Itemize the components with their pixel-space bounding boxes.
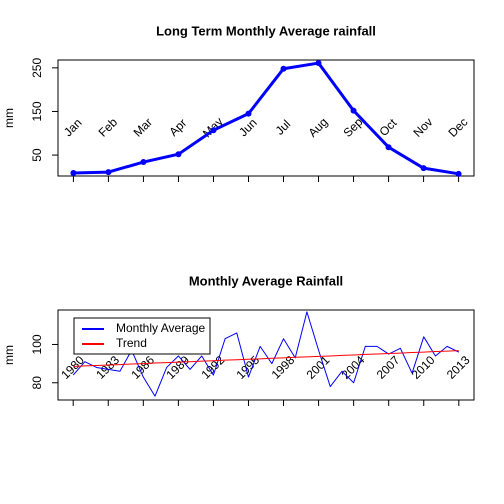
point bbox=[420, 165, 427, 172]
legend-label: Trend bbox=[116, 336, 147, 350]
x-label: Apr bbox=[166, 116, 189, 139]
point bbox=[140, 159, 147, 166]
x-label: Jan bbox=[61, 116, 85, 140]
legend-label: Monthly Average bbox=[116, 321, 205, 335]
point bbox=[70, 169, 77, 176]
series-line bbox=[73, 350, 459, 367]
point bbox=[245, 110, 252, 117]
chart-title: Long Term Monthly Average rainfall bbox=[156, 23, 376, 38]
point bbox=[385, 144, 392, 151]
x-label: 2010 bbox=[409, 353, 438, 382]
x-label: Jul bbox=[273, 117, 294, 138]
point bbox=[280, 65, 287, 72]
x-label: Dec bbox=[446, 115, 471, 140]
point bbox=[315, 60, 322, 67]
x-label: 1995 bbox=[233, 353, 262, 382]
x-label: Oct bbox=[376, 115, 400, 139]
chart-title: Monthly Average Rainfall bbox=[189, 273, 343, 288]
y-tick-label: 100 bbox=[30, 334, 44, 354]
y-axis-label: mm bbox=[2, 108, 16, 128]
x-label: 1980 bbox=[58, 353, 87, 382]
point bbox=[105, 169, 112, 176]
x-label: Aug bbox=[305, 115, 330, 140]
x-label: Nov bbox=[410, 115, 435, 140]
plot-frame bbox=[57, 59, 475, 177]
y-tick-label: 150 bbox=[30, 101, 44, 121]
x-label: 1986 bbox=[128, 353, 157, 382]
point bbox=[350, 107, 357, 114]
point bbox=[210, 127, 217, 134]
x-label: Feb bbox=[96, 115, 121, 140]
y-axis-label: mm bbox=[2, 345, 16, 365]
y-tick-label: 50 bbox=[30, 148, 44, 162]
x-label: 2013 bbox=[444, 353, 473, 382]
x-label: 2004 bbox=[339, 353, 368, 382]
x-label: Mar bbox=[131, 115, 156, 140]
series-line bbox=[73, 61, 459, 176]
legend-box bbox=[73, 317, 211, 355]
y-tick-label: 250 bbox=[30, 58, 44, 78]
y-tick-label: 80 bbox=[30, 376, 44, 390]
point bbox=[455, 170, 462, 177]
plot-frame bbox=[57, 309, 475, 401]
point bbox=[175, 151, 182, 158]
x-label: 2007 bbox=[374, 353, 403, 382]
